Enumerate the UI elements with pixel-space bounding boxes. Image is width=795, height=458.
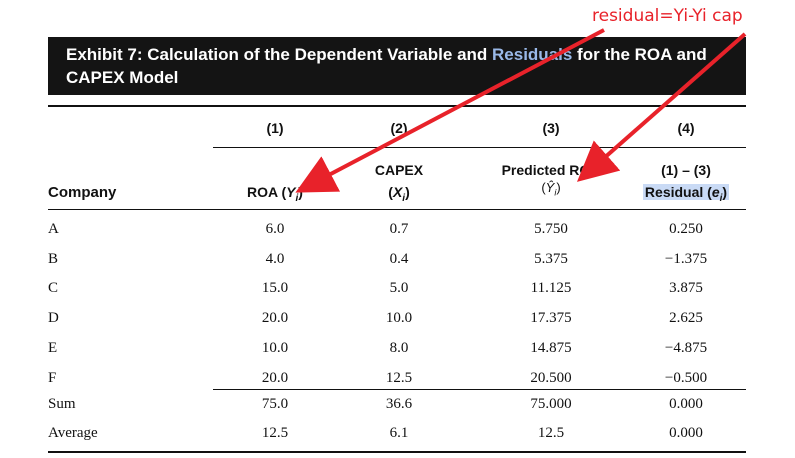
capex-cell: 12.5 (385, 369, 413, 386)
row-label: D (48, 310, 59, 327)
summary-predicted: 12.5 (537, 425, 565, 441)
arrow-to-predicted (576, 32, 747, 182)
roa-cell: 6.0 (265, 221, 285, 237)
predicted-cell: 5.750 (534, 221, 568, 237)
residual-cell: −4.875 (664, 339, 708, 356)
row-label: C (48, 280, 59, 297)
summary-roa: 12.5 (261, 425, 289, 441)
capex-symbol: (Xi) (388, 184, 410, 204)
summary-label: Sum (48, 396, 76, 412)
roa-cell: 4.0 (265, 250, 285, 267)
roa-cell: 20.0 (261, 369, 289, 386)
company-header: Company (48, 184, 117, 201)
col-number-4: (4) (677, 120, 695, 136)
residual-cell: −0.500 (664, 369, 708, 386)
capex-cell: 0.4 (389, 250, 409, 267)
header-sub-rule (213, 147, 746, 148)
capex-cell: 0.7 (389, 221, 409, 237)
summary-predicted: 75.000 (530, 396, 572, 412)
summary-label: Average (48, 425, 98, 441)
residual-cell: 2.625 (669, 310, 703, 327)
capex-header: CAPEX (374, 162, 424, 178)
annotation-text: residual=Yi-Yi cap (592, 6, 743, 26)
predicted-cell: 11.125 (530, 280, 572, 297)
exhibit-title-bar: Exhibit 7: Calculation of the Dependent … (48, 37, 746, 95)
row-label: E (48, 339, 58, 356)
summary-roa: 75.0 (261, 396, 289, 412)
table-bottom-rule (48, 451, 746, 453)
formula-header: (1) – (3) (661, 162, 711, 178)
capex-cell: 10.0 (385, 310, 413, 327)
summary-capex: 6.1 (389, 425, 409, 441)
residual-cell: 3.875 (669, 280, 703, 297)
header-bottom-rule (48, 209, 746, 210)
predicted-roa-header: Predicted ROA (501, 162, 601, 178)
roa-cell: 20.0 (261, 310, 289, 327)
predicted-symbol: (Ŷi) (541, 180, 561, 198)
row-label: F (48, 369, 57, 386)
exhibit-title: Exhibit 7: Calculation of the Dependent … (66, 45, 707, 87)
table-top-rule (48, 105, 746, 107)
roa-cell: 10.0 (261, 339, 289, 356)
residual-header: Residual (ei) (642, 184, 730, 204)
col-number-1: (1) (266, 120, 284, 136)
row-label: B (48, 250, 59, 267)
row-label: A (48, 221, 59, 237)
summary-residual: 0.000 (669, 425, 703, 441)
col-number-3: (3) (542, 120, 560, 136)
residual-cell: −1.375 (664, 250, 708, 267)
predicted-cell: 14.875 (530, 339, 572, 356)
capex-cell: 8.0 (389, 339, 409, 356)
roa-cell: 15.0 (261, 280, 289, 297)
summary-capex: 36.6 (385, 396, 413, 412)
residual-cell: 0.250 (669, 221, 703, 237)
summary-residual: 0.000 (669, 396, 703, 412)
predicted-cell: 20.500 (530, 369, 572, 386)
arrow-to-roa (295, 28, 605, 193)
col-number-2: (2) (390, 120, 408, 136)
sum-rule (213, 389, 746, 390)
predicted-cell: 17.375 (530, 310, 572, 327)
capex-cell: 5.0 (389, 280, 409, 297)
predicted-cell: 5.375 (534, 250, 568, 267)
